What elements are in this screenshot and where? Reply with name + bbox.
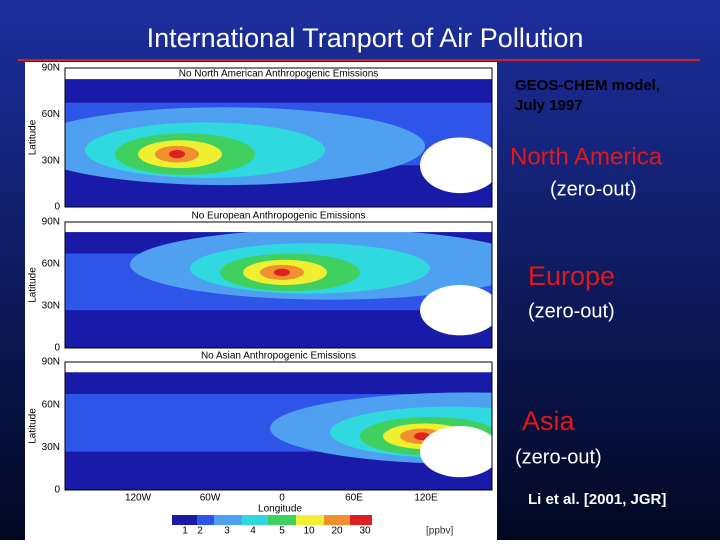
colorbar-cell bbox=[242, 515, 268, 525]
colorbar-cell bbox=[296, 515, 324, 525]
lat-label: 0 bbox=[54, 485, 60, 496]
plume bbox=[274, 268, 290, 277]
colorbar-label: 3 bbox=[224, 526, 230, 537]
polar-land bbox=[65, 68, 492, 80]
lat-label: 90N bbox=[42, 63, 60, 74]
panel-title: No North American Anthropogenic Emission… bbox=[179, 69, 379, 80]
lat-label: 60N bbox=[42, 109, 60, 120]
region-sub: (zero-out) bbox=[528, 300, 615, 322]
lat-label: 60N bbox=[42, 259, 60, 270]
colorbar-cell bbox=[268, 515, 296, 525]
axis-title: Longitude bbox=[258, 504, 302, 515]
panel-title: No European Anthropogenic Emissions bbox=[192, 211, 366, 222]
region-sub: (zero-out) bbox=[550, 178, 637, 200]
lon-label: 60W bbox=[200, 493, 221, 504]
colorbar-label: 10 bbox=[303, 526, 315, 537]
map bbox=[65, 362, 492, 490]
lon-label: 120W bbox=[125, 493, 152, 504]
slide-title: International Tranport of Air Pollution bbox=[147, 23, 584, 53]
lat-label: 30N bbox=[42, 442, 60, 453]
colorbar-label: 30 bbox=[359, 526, 371, 537]
lon-label: 0 bbox=[279, 493, 285, 504]
lat-label: 60N bbox=[42, 399, 60, 410]
lat-label: 90N bbox=[42, 217, 60, 228]
colorbar-cell bbox=[324, 515, 350, 525]
region-label: Europe bbox=[528, 261, 615, 291]
lat-label: 30N bbox=[42, 301, 60, 312]
axis-label: Latitude bbox=[28, 408, 39, 444]
lat-label: 0 bbox=[54, 202, 60, 213]
lat-label: 90N bbox=[42, 357, 60, 368]
map bbox=[65, 68, 492, 207]
colorbar-label: 1 bbox=[182, 526, 188, 537]
colorbar-label: 20 bbox=[331, 526, 343, 537]
polar-land bbox=[65, 222, 492, 233]
lon-label: 120E bbox=[414, 493, 438, 504]
clean-area bbox=[420, 426, 492, 478]
colorbar-label: 2 bbox=[197, 526, 203, 537]
clean-area bbox=[420, 285, 492, 336]
frame bbox=[64, 67, 493, 208]
region-sub: (zero-out) bbox=[515, 446, 602, 468]
axis-label: Latitude bbox=[28, 267, 39, 303]
colorbar-cell bbox=[172, 515, 197, 525]
frame bbox=[64, 221, 493, 349]
clean-area bbox=[420, 137, 492, 194]
panel-title: No Asian Anthropogenic Emissions bbox=[201, 351, 356, 362]
lat-label: 0 bbox=[54, 343, 60, 354]
map bbox=[65, 222, 492, 348]
reference: Li et al. [2001, JGR] bbox=[528, 491, 666, 508]
colorbar-cell bbox=[350, 515, 372, 525]
lat-label: 30N bbox=[42, 155, 60, 166]
colorbar-label: 5 bbox=[279, 526, 285, 537]
note: July 1997 bbox=[515, 97, 583, 114]
lon-label: 60E bbox=[345, 493, 363, 504]
region-label: North America bbox=[510, 143, 663, 170]
colorbar-cell bbox=[214, 515, 242, 525]
plume bbox=[169, 150, 185, 159]
axis-label: Latitude bbox=[28, 119, 39, 155]
frame bbox=[64, 361, 493, 491]
note: GEOS-CHEM model, bbox=[515, 77, 660, 94]
colorbar-cell bbox=[197, 515, 214, 525]
colorbar-label: 4 bbox=[250, 526, 256, 537]
polar-land bbox=[65, 362, 492, 373]
region-label: Asia bbox=[522, 406, 576, 436]
colorbar-unit: [ppbv] bbox=[426, 526, 453, 537]
